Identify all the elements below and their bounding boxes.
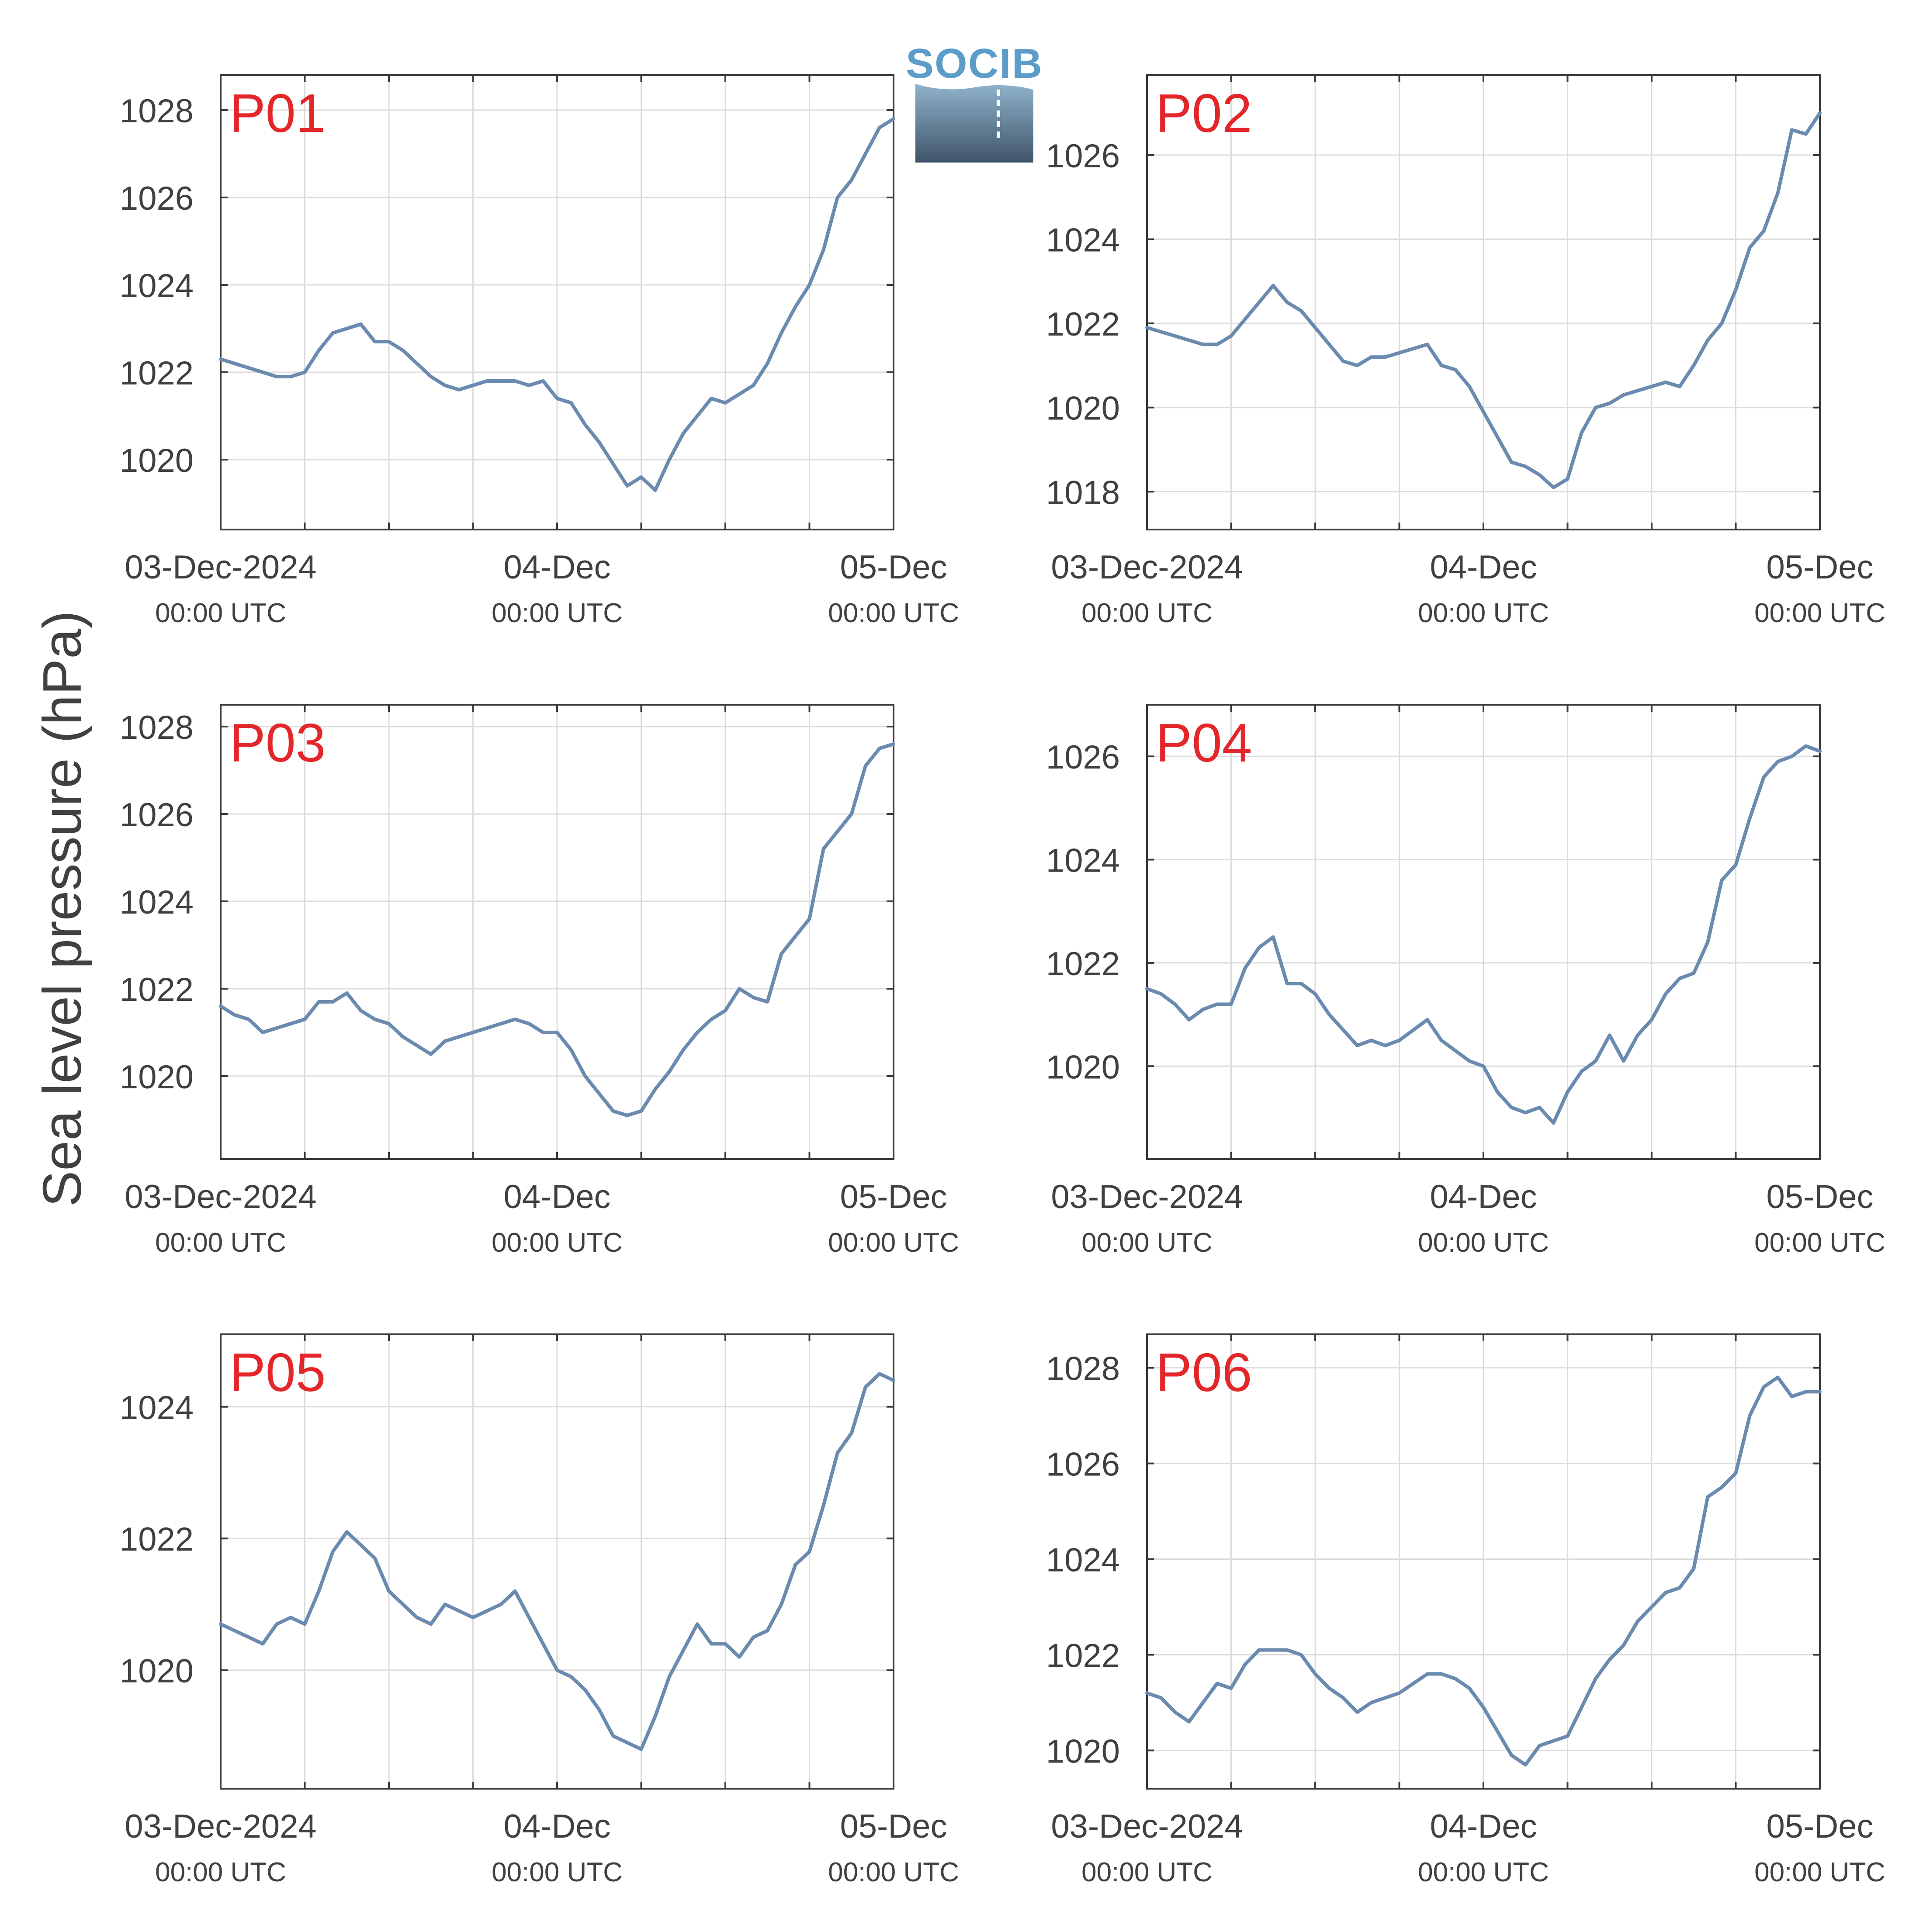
y-tick-label: 1026 — [120, 180, 194, 217]
x-tick-label: 03-Dec-2024 — [125, 1178, 316, 1215]
x-tick-label: 05-Dec — [840, 549, 947, 586]
station-label: P02 — [1156, 83, 1252, 144]
logo-wave-shape — [915, 84, 1033, 163]
x-tick-sublabel: 00:00 UTC — [1081, 598, 1213, 628]
y-tick-label: 1022 — [1046, 306, 1120, 343]
x-tick-label: 05-Dec — [1767, 1178, 1874, 1215]
station-label: P06 — [1156, 1343, 1252, 1403]
chart-panel-p01: 1020 1022 1024 1026 1028 03-Dec-2024 00:00 UTC… — [120, 74, 959, 628]
x-tick-label: 03-Dec-2024 — [1051, 549, 1243, 586]
series-line — [219, 1372, 895, 1751]
y-tick-label: 1024 — [120, 884, 194, 921]
y-tick-label: 1020 — [120, 442, 194, 479]
y-tick-label: 1022 — [120, 355, 194, 392]
logo-text: SOCIB — [906, 40, 1043, 87]
y-tick-label: 1024 — [1046, 1542, 1120, 1579]
y-tick-label: 1022 — [1046, 945, 1120, 983]
x-tick-sublabel: 00:00 UTC — [828, 598, 959, 628]
y-tick-label: 1020 — [1046, 1049, 1120, 1086]
x-tick-label: 03-Dec-2024 — [1051, 1808, 1243, 1845]
x-tick-sublabel: 00:00 UTC — [1754, 598, 1885, 628]
y-tick-label: 1026 — [1046, 739, 1120, 776]
x-tick-label: 04-Dec — [504, 1808, 611, 1845]
x-tick-sublabel: 00:00 UTC — [1754, 1228, 1885, 1258]
series-line — [1145, 111, 1822, 489]
chart-panel-p02: 1018 1020 1022 1024 1026 03-Dec-2024 00:00 UTC… — [1046, 74, 1885, 628]
x-tick-label: 03-Dec-2024 — [1051, 1178, 1243, 1215]
y-tick-label: 1020 — [120, 1653, 194, 1690]
x-tick-label: 04-Dec — [1430, 549, 1537, 586]
y-tick-label: 1022 — [120, 1521, 194, 1558]
y-tick-label: 1024 — [1046, 222, 1120, 259]
y-tick-label: 1028 — [120, 93, 194, 130]
y-tick-label: 1018 — [1046, 474, 1120, 511]
station-label: P04 — [1156, 713, 1252, 773]
x-tick-sublabel: 00:00 UTC — [1081, 1857, 1213, 1887]
y-tick-label: 1022 — [120, 971, 194, 1008]
chart-panel-p03: 1020 1022 1024 1026 1028 03-Dec-2024 00:00 UTC… — [120, 704, 959, 1258]
x-tick-sublabel: 00:00 UTC — [828, 1857, 959, 1887]
series-line — [219, 742, 895, 1117]
y-tick-label: 1020 — [1046, 390, 1120, 427]
y-tick-label: 1020 — [120, 1059, 194, 1096]
x-tick-label: 05-Dec — [840, 1808, 947, 1845]
y-tick-label: 1026 — [120, 796, 194, 834]
y-tick-label: 1024 — [1046, 842, 1120, 879]
x-tick-sublabel: 00:00 UTC — [492, 1857, 623, 1887]
series-line — [1145, 744, 1822, 1125]
x-tick-label: 04-Dec — [1430, 1808, 1537, 1845]
station-label: P03 — [229, 713, 326, 773]
x-tick-sublabel: 00:00 UTC — [1418, 1228, 1549, 1258]
x-tick-label: 05-Dec — [1767, 1808, 1874, 1845]
series-line — [1145, 1375, 1822, 1767]
x-tick-label: 04-Dec — [504, 549, 611, 586]
x-tick-sublabel: 00:00 UTC — [1418, 1857, 1549, 1887]
y-axis-label: Sea level pressure (hPa) — [32, 611, 93, 1207]
y-tick-label: 1020 — [1046, 1733, 1120, 1770]
x-tick-label: 03-Dec-2024 — [125, 1808, 316, 1845]
y-tick-label: 1026 — [1046, 1446, 1120, 1483]
x-tick-sublabel: 00:00 UTC — [1754, 1857, 1885, 1887]
x-tick-label: 04-Dec — [504, 1178, 611, 1215]
y-tick-label: 1024 — [120, 1389, 194, 1426]
y-tick-label: 1028 — [1046, 1350, 1120, 1388]
y-tick-label: 1024 — [120, 267, 194, 305]
x-tick-sublabel: 00:00 UTC — [492, 1228, 623, 1258]
x-tick-sublabel: 00:00 UTC — [155, 1228, 286, 1258]
y-tick-label: 1026 — [1046, 138, 1120, 175]
station-label: P01 — [229, 83, 326, 144]
x-tick-sublabel: 00:00 UTC — [155, 1857, 286, 1887]
x-tick-label: 03-Dec-2024 — [125, 549, 316, 586]
x-tick-sublabel: 00:00 UTC — [828, 1228, 959, 1258]
x-tick-sublabel: 00:00 UTC — [492, 598, 623, 628]
x-tick-label: 05-Dec — [1767, 549, 1874, 586]
x-tick-label: 04-Dec — [1430, 1178, 1537, 1215]
series-line — [219, 117, 895, 492]
x-tick-label: 05-Dec — [840, 1178, 947, 1215]
chart-panel-p06: 1020 1022 1024 1026 1028 03-Dec-2024 00:00 UTC… — [1046, 1333, 1885, 1887]
y-tick-label: 1022 — [1046, 1637, 1120, 1674]
y-tick-label: 1028 — [120, 709, 194, 746]
socib-logo: SOCIB — [906, 40, 1043, 163]
chart-panel-p04: 1020 1022 1024 1026 03-Dec-2024 00:00 UTC 04-D… — [1046, 704, 1885, 1258]
x-tick-sublabel: 00:00 UTC — [1418, 598, 1549, 628]
chart-panel-p05: 1020 1022 1024 03-Dec-2024 00:00 UTC 04-Dec 00… — [120, 1333, 959, 1887]
x-tick-sublabel: 00:00 UTC — [155, 598, 286, 628]
x-tick-sublabel: 00:00 UTC — [1081, 1228, 1213, 1258]
station-label: P05 — [229, 1343, 326, 1403]
